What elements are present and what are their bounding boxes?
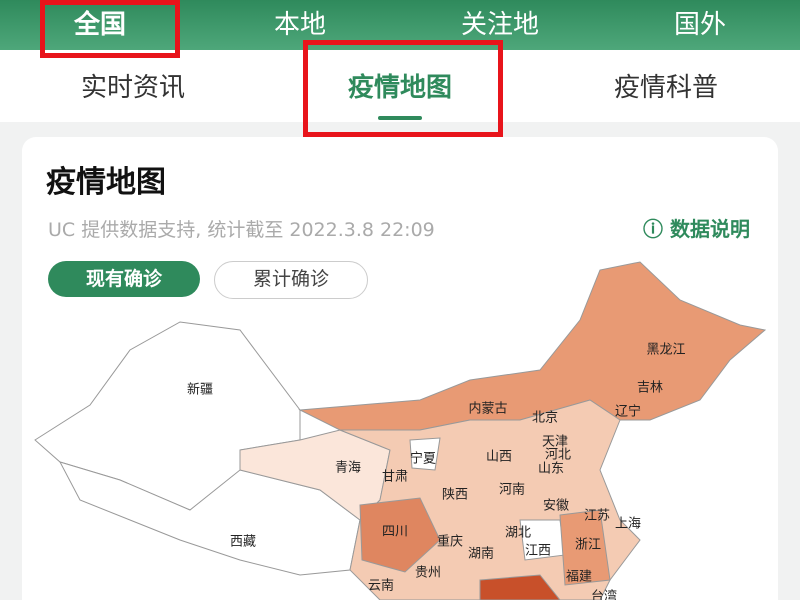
province-label: 天津 — [542, 435, 568, 450]
highlight-box — [303, 40, 503, 137]
province-label: 湖北 — [505, 526, 531, 541]
province-label: 甘肃 — [382, 470, 408, 485]
province-label: 湖南 — [468, 546, 494, 562]
province-label: 河南 — [499, 482, 525, 498]
province-label: 浙江 — [575, 538, 601, 553]
region — [409, 437, 441, 471]
province-label: 陕西 — [442, 488, 468, 503]
sub-tab[interactable]: 疫情科普 — [613, 73, 718, 103]
province-label: 四川 — [382, 525, 408, 540]
province-label: 黑龙江 — [646, 343, 685, 358]
province-label: 宁夏 — [410, 451, 436, 467]
province-label: 河北 — [545, 448, 571, 463]
province-label: 福建 — [566, 570, 592, 585]
region — [298, 261, 767, 431]
province-label: 上海 — [615, 517, 641, 532]
source-logo: UC — [48, 219, 76, 241]
tab[interactable]: 全国 — [73, 10, 126, 40]
sub-tab[interactable]: 疫情地图 — [347, 73, 452, 103]
province-label: 吉林 — [637, 381, 663, 396]
province-label: 北京 — [532, 411, 558, 426]
province-label: 江西 — [525, 544, 551, 559]
toggle[interactable]: 现有确诊 — [48, 261, 200, 297]
province-label: 山东 — [538, 462, 564, 477]
sub-tab[interactable]: 实时资讯 — [80, 73, 185, 103]
highlight-box — [40, 0, 180, 58]
province-label: 西藏 — [230, 535, 256, 550]
tab[interactable]: 国外 — [673, 10, 726, 40]
province-label: 山西 — [486, 450, 512, 465]
province-label: 重庆 — [437, 534, 463, 550]
source: UC 提供数据支持, 统计截至 2022.3.8 22:09 — [48, 215, 435, 242]
help-link[interactable]: ⓘ 数据说明 — [643, 217, 750, 241]
province-label: 云南 — [368, 578, 394, 594]
province-label: 辽宁 — [615, 404, 641, 420]
region — [359, 497, 441, 573]
toggle[interactable]: 累计确诊 — [214, 261, 368, 299]
province-label: 贵州 — [415, 566, 441, 581]
province-label: 内蒙古 — [468, 401, 507, 417]
tab[interactable]: 关注地 — [460, 10, 539, 40]
province-label: 新疆 — [187, 382, 213, 398]
tab[interactable]: 本地 — [273, 10, 326, 40]
province-label: 青海 — [335, 461, 361, 476]
sub-tab-bar: 实时资讯 疫情地图 疫情科普 — [0, 50, 800, 122]
province-label: 台湾 — [591, 589, 617, 600]
active-indicator — [378, 116, 422, 120]
source-text: 提供数据支持, 统计截至 2022.3.8 22:09 — [81, 219, 435, 241]
region — [479, 574, 561, 600]
province-label: 安徽 — [543, 499, 569, 514]
help-text[interactable]: 数据说明 — [670, 217, 750, 241]
card-title: 疫情地图 — [46, 165, 166, 200]
region — [559, 509, 611, 586]
province-label: 江苏 — [584, 508, 610, 524]
